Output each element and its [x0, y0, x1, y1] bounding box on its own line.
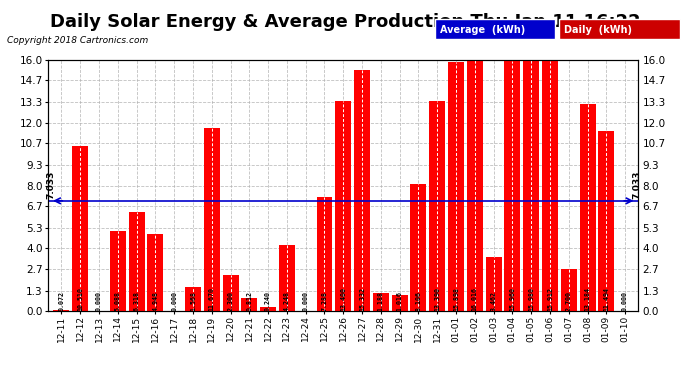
- Bar: [561, 269, 577, 311]
- Bar: [354, 70, 370, 311]
- Text: Average  (kWh): Average (kWh): [440, 25, 526, 35]
- Text: 7.288: 7.288: [322, 291, 328, 310]
- Text: 1.016: 1.016: [397, 291, 403, 310]
- Text: 0.812: 0.812: [246, 291, 253, 310]
- Text: Daily Solar Energy & Average Production Thu Jan 11 16:22: Daily Solar Energy & Average Production …: [50, 13, 640, 31]
- Bar: [467, 60, 483, 311]
- Text: 0.000: 0.000: [171, 291, 177, 310]
- Text: 15.912: 15.912: [547, 286, 553, 310]
- Text: 1.188: 1.188: [378, 291, 384, 310]
- Bar: [580, 104, 595, 311]
- Bar: [53, 310, 70, 311]
- Text: 0.000: 0.000: [303, 291, 308, 310]
- Text: 11.494: 11.494: [603, 286, 609, 310]
- Text: 15.898: 15.898: [453, 286, 459, 310]
- Bar: [185, 286, 201, 311]
- Bar: [523, 60, 539, 311]
- Bar: [429, 101, 445, 311]
- Bar: [260, 308, 276, 311]
- Text: 15.980: 15.980: [528, 286, 534, 310]
- Text: 11.670: 11.670: [209, 286, 215, 310]
- Bar: [335, 101, 351, 311]
- Bar: [373, 292, 389, 311]
- Bar: [279, 244, 295, 311]
- Bar: [241, 298, 257, 311]
- Text: 0.000: 0.000: [622, 291, 628, 310]
- Text: 10.510: 10.510: [77, 286, 83, 310]
- Text: 5.088: 5.088: [115, 291, 121, 310]
- Text: 1.568: 1.568: [190, 291, 196, 310]
- Text: 7.033: 7.033: [633, 171, 642, 199]
- Text: 0.072: 0.072: [59, 291, 64, 310]
- Text: 16.016: 16.016: [472, 286, 477, 310]
- Text: 13.400: 13.400: [340, 286, 346, 310]
- Bar: [448, 62, 464, 311]
- Text: 7.033: 7.033: [47, 171, 56, 199]
- Bar: [392, 295, 408, 311]
- Bar: [542, 62, 558, 311]
- Text: Daily  (kWh): Daily (kWh): [564, 25, 633, 35]
- Bar: [411, 184, 426, 311]
- Bar: [128, 212, 145, 311]
- Text: 15.332: 15.332: [359, 286, 365, 310]
- Text: 2.700: 2.700: [566, 291, 572, 310]
- Text: 13.390: 13.390: [434, 286, 440, 310]
- Text: 4.248: 4.248: [284, 291, 290, 310]
- Text: 6.318: 6.318: [134, 291, 139, 310]
- Bar: [72, 146, 88, 311]
- Text: Copyright 2018 Cartronics.com: Copyright 2018 Cartronics.com: [7, 36, 148, 45]
- Text: 0.000: 0.000: [96, 291, 102, 310]
- Text: 0.240: 0.240: [265, 291, 271, 310]
- Bar: [223, 275, 239, 311]
- Text: 3.462: 3.462: [491, 291, 497, 310]
- Bar: [317, 197, 333, 311]
- Text: 4.948: 4.948: [152, 291, 159, 310]
- Text: 2.300: 2.300: [228, 291, 233, 310]
- Bar: [204, 128, 219, 311]
- Text: 13.184: 13.184: [584, 286, 591, 310]
- Text: 8.106: 8.106: [415, 291, 422, 310]
- Bar: [598, 131, 614, 311]
- Bar: [486, 257, 502, 311]
- Text: 15.960: 15.960: [509, 286, 515, 310]
- Bar: [148, 234, 164, 311]
- Bar: [110, 231, 126, 311]
- Bar: [504, 61, 520, 311]
